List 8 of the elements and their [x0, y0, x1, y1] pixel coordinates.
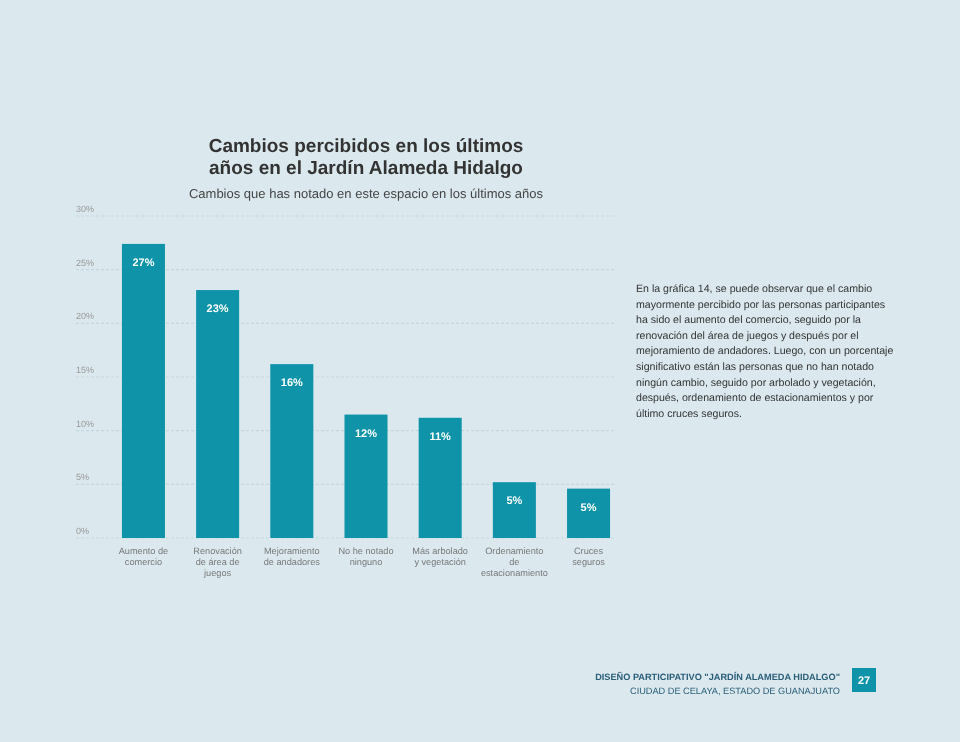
bar	[344, 414, 388, 538]
bar	[270, 364, 314, 538]
bar	[418, 417, 462, 538]
bar	[492, 482, 536, 538]
bar	[567, 488, 611, 538]
chart-title: Cambios percibidos en los últimos años en el Jardín Alameda Hidalgo	[208, 136, 524, 180]
bar	[121, 243, 165, 538]
bar	[196, 290, 240, 538]
